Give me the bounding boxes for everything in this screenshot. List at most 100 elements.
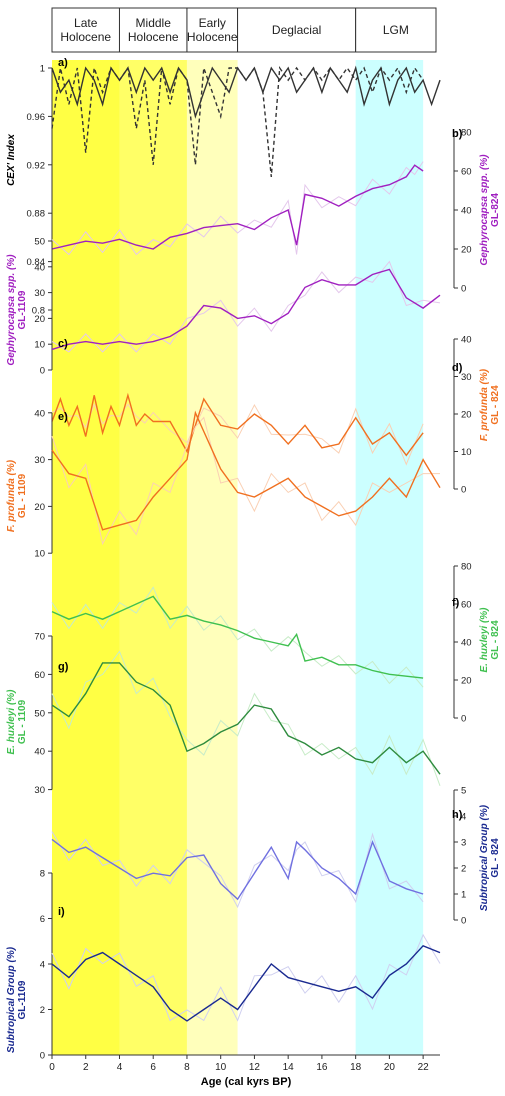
y-tick-label: 4 bbox=[40, 960, 45, 971]
panel-e: 40 30 20 10 e) F. profunda (%) GL - 1109 bbox=[6, 408, 441, 560]
y-axis-label-core: GL - 824 bbox=[490, 838, 501, 878]
y-tick-label: 5 bbox=[461, 786, 466, 797]
y-tick-label: 40 bbox=[34, 262, 45, 273]
x-tick-label: 14 bbox=[283, 1062, 295, 1073]
y-tick-label: 80 bbox=[461, 562, 472, 573]
y-tick-label: 0 bbox=[461, 284, 466, 295]
period-band bbox=[355, 60, 424, 1055]
y-tick-label: 20 bbox=[34, 314, 45, 325]
period-label: Holocene bbox=[60, 30, 111, 44]
y-tick-label: 10 bbox=[34, 340, 45, 351]
period-band bbox=[119, 60, 187, 1055]
y-tick-label: 0 bbox=[461, 714, 466, 725]
y-tick-label: 50 bbox=[34, 708, 45, 719]
panel-letter: e) bbox=[58, 411, 68, 423]
series-line bbox=[51, 944, 441, 1022]
panel-letter: f) bbox=[452, 597, 460, 609]
panel-letter: g) bbox=[58, 661, 69, 673]
y-tick-label: 0.84 bbox=[27, 257, 46, 268]
period-box bbox=[118, 7, 188, 53]
y-axis-label-core: GL-1109 bbox=[17, 980, 28, 1019]
panel-c: 50 40 30 20 10 0 c) Gephyrocapsa spp. (%) GL-110… bbox=[6, 237, 441, 377]
panel-b: 80 60 40 20 0 b) Gephyrocapsa spp. (%) GL-824 bbox=[51, 128, 501, 295]
y-tick-label: 20 bbox=[461, 676, 472, 687]
panel-a: 1 0.96 0.92 0.88 0.84 0.8 a) CEX' Index bbox=[6, 57, 441, 317]
y-tick-label: 8 bbox=[40, 869, 45, 880]
x-tick-label: 20 bbox=[384, 1062, 396, 1073]
y-tick-label: 0 bbox=[40, 366, 45, 377]
y-tick-label: 1 bbox=[40, 64, 45, 75]
y-tick-label: 10 bbox=[461, 447, 472, 458]
y-tick-label: 80 bbox=[461, 128, 472, 139]
y-tick-label: 60 bbox=[461, 600, 472, 611]
y-tick-label: 6 bbox=[40, 914, 45, 925]
x-tick-label: 22 bbox=[418, 1062, 430, 1073]
series-line bbox=[51, 662, 441, 775]
period-band bbox=[52, 60, 120, 1055]
y-tick-label: 0 bbox=[461, 916, 466, 927]
y-tick-label: 20 bbox=[34, 502, 45, 513]
period-label: LGM bbox=[383, 23, 409, 37]
series-line bbox=[51, 838, 424, 901]
x-tick-label: 0 bbox=[49, 1062, 55, 1073]
y-axis-label: E. huxleyi (%) bbox=[479, 607, 490, 673]
y-tick-label: 40 bbox=[34, 747, 45, 758]
y-axis-label: Subtropical Group (%) bbox=[479, 804, 490, 911]
y-tick-label: 0.8 bbox=[32, 306, 45, 317]
series-line bbox=[51, 268, 441, 351]
period-box bbox=[355, 7, 437, 53]
period-box bbox=[186, 7, 239, 53]
period-label: Late bbox=[74, 16, 98, 30]
panel-i: 8 6 4 2 0 i) Subtropical Group (%) GL-1109 bbox=[6, 869, 441, 1062]
y-axis-label-core: GL - 824 bbox=[490, 620, 501, 660]
period-bands bbox=[52, 60, 424, 1055]
y-tick-label: 50 bbox=[34, 237, 45, 248]
y-tick-label: 1 bbox=[461, 890, 466, 901]
y-tick-label: 2 bbox=[40, 1005, 45, 1016]
y-axis-label: F. profunda (%) bbox=[479, 368, 490, 441]
y-tick-label: 20 bbox=[461, 410, 472, 421]
period-box bbox=[51, 7, 120, 53]
panel-letter: a) bbox=[58, 57, 68, 69]
y-axis-label: Gephyrocapsa spp. (%) bbox=[479, 154, 490, 266]
y-tick-label: 30 bbox=[461, 372, 472, 383]
y-tick-label: 60 bbox=[34, 670, 45, 681]
y-tick-label: 20 bbox=[461, 245, 472, 256]
panel-letter: h) bbox=[452, 809, 463, 821]
y-tick-label: 3 bbox=[461, 838, 466, 849]
y-tick-label: 0.96 bbox=[27, 112, 46, 123]
period-label: Early bbox=[199, 16, 226, 30]
series-line bbox=[51, 66, 424, 177]
y-tick-label: 40 bbox=[461, 206, 472, 217]
y-axis-label: Gephyrocapsa spp. (%) bbox=[6, 254, 17, 366]
y-tick-label: 30 bbox=[34, 288, 45, 299]
x-tick-label: 16 bbox=[316, 1062, 328, 1073]
panel-letter: d) bbox=[452, 362, 463, 374]
panel-letter: i) bbox=[58, 906, 65, 918]
x-tick-label: 4 bbox=[117, 1062, 123, 1073]
panel-letter: c) bbox=[58, 338, 68, 350]
y-axis-label-core: GL-824 bbox=[490, 193, 501, 227]
series-line bbox=[51, 392, 424, 457]
y-tick-label: 40 bbox=[461, 638, 472, 649]
panels: 10.960.920.880.840.8a)CEX' Index80604020… bbox=[6, 57, 501, 1062]
panel-h: 5 4 3 2 1 0 h) Subtropical Group (%) GL - 824 bbox=[51, 786, 501, 927]
y-tick-label: 0.88 bbox=[27, 209, 46, 220]
series-line bbox=[51, 595, 424, 679]
series-raw-line bbox=[51, 416, 440, 546]
x-tick-label: 12 bbox=[249, 1062, 261, 1073]
y-axis-label-core: GL - 824 bbox=[490, 385, 501, 425]
period-label: Middle bbox=[136, 16, 172, 30]
y-axis-label: Subtropical Group (%) bbox=[6, 946, 17, 1053]
y-tick-label: 70 bbox=[34, 632, 45, 643]
y-axis-label-core: GL - 1109 bbox=[17, 699, 28, 744]
period-label: Deglacial bbox=[272, 23, 321, 37]
x-tick-label: 2 bbox=[83, 1062, 89, 1073]
y-axis-label: E. huxleyi (%) bbox=[6, 689, 17, 755]
y-tick-label: 0 bbox=[461, 485, 466, 496]
x-axis-label: Age (cal kyrs BP) bbox=[201, 1076, 292, 1088]
series-line bbox=[51, 164, 424, 250]
y-tick-label: 60 bbox=[461, 167, 472, 178]
